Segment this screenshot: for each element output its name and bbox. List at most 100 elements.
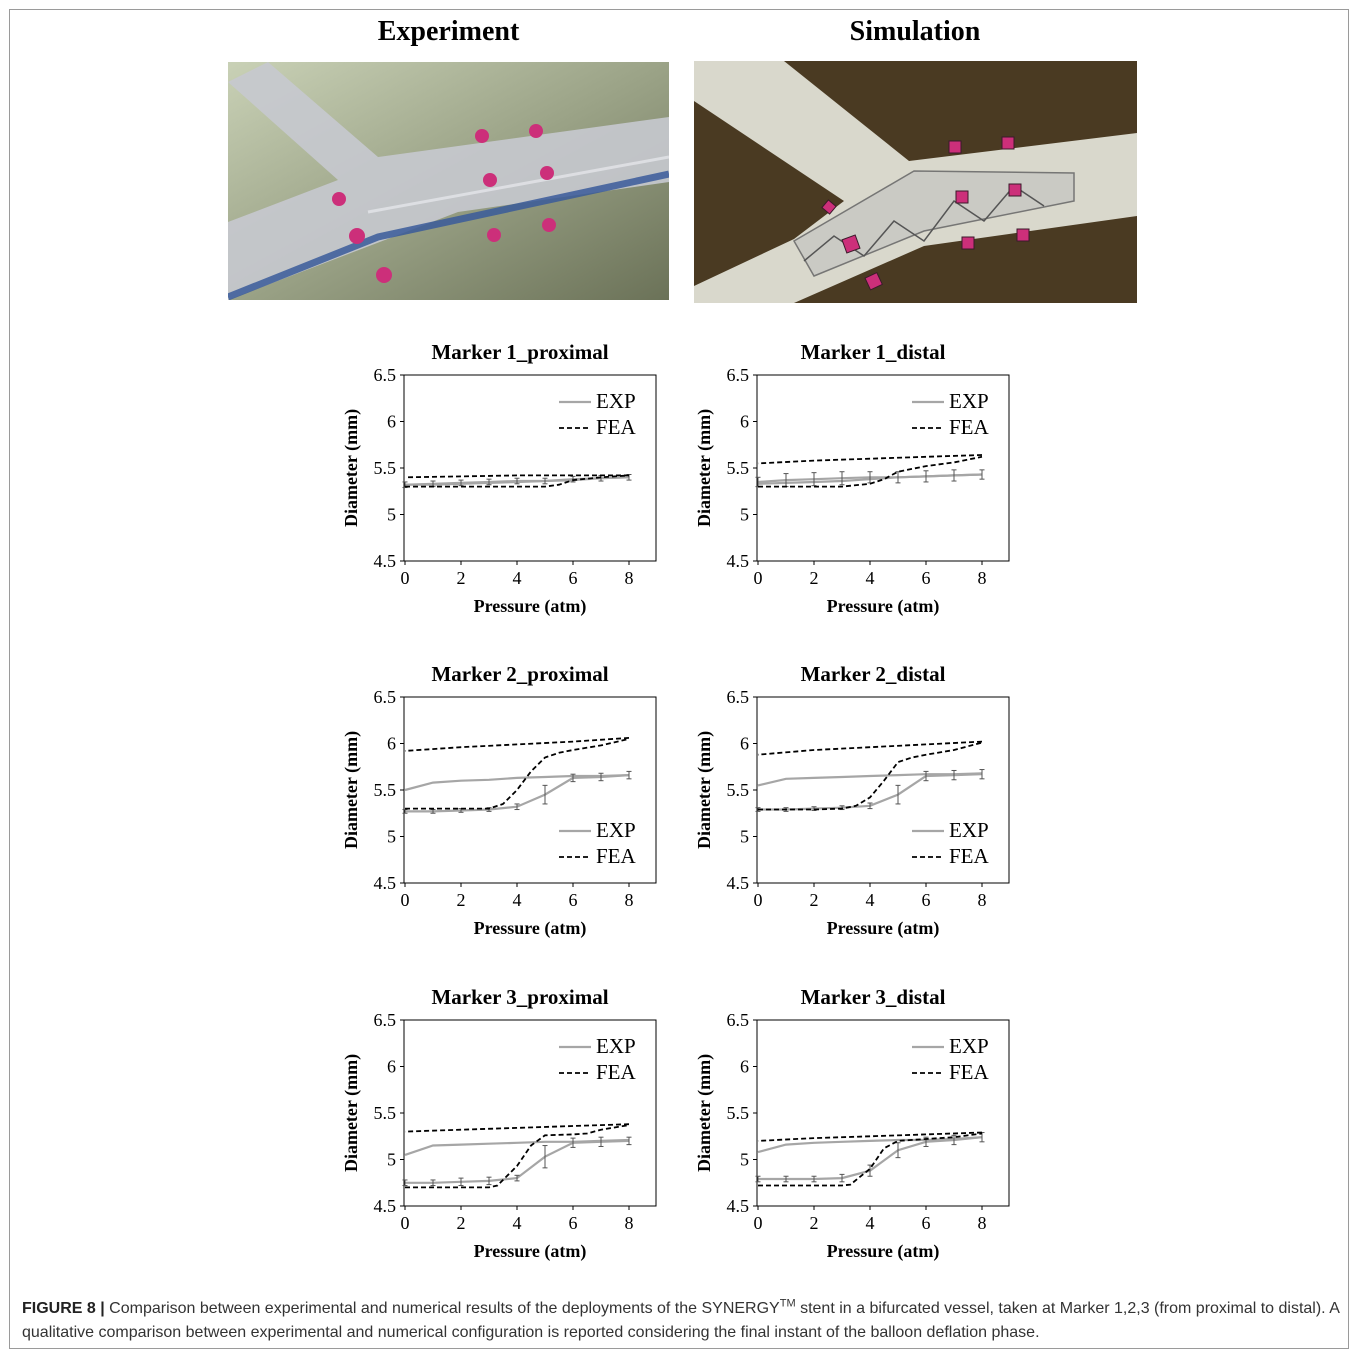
x-tick-label: 4 <box>866 568 875 588</box>
y-axis-label: Diameter (mm) <box>341 409 362 527</box>
plot-frame <box>756 1019 1010 1207</box>
y-tick-label: 6 <box>740 412 749 432</box>
plot-frame <box>756 696 1010 884</box>
x-tick-label: 8 <box>978 890 987 910</box>
x-tick-label: 0 <box>401 890 410 910</box>
legend-label-fea: FEA <box>949 844 990 868</box>
figure-caption: FIGURE 8 | Comparison between experiment… <box>22 1297 1344 1345</box>
x-tick-label: 6 <box>569 1213 578 1233</box>
x-tick-label: 6 <box>569 568 578 588</box>
legend-label-exp: EXP <box>596 389 636 413</box>
y-tick-label: 4.5 <box>374 1196 397 1216</box>
exp-unloading-line <box>404 1138 630 1156</box>
y-axis-label: Diameter (mm) <box>341 731 362 849</box>
y-axis-label: Diameter (mm) <box>694 409 715 527</box>
fea-unloading-line <box>404 1123 630 1133</box>
x-tick-label: 0 <box>754 568 763 588</box>
x-tick-label: 6 <box>922 1213 931 1233</box>
y-tick-label: 6 <box>387 412 396 432</box>
experiment-heading: Experiment <box>377 16 520 47</box>
y-tick-label: 6.5 <box>727 365 750 385</box>
x-axis-label: Pressure (atm) <box>827 918 940 939</box>
chart-marker-2-proximal: Marker 2_proximal 4.5 5 5.5 6 6.5 0 2 4 6 8 Pressur… <box>340 657 670 957</box>
x-tick-label: 4 <box>866 1213 875 1233</box>
y-tick-label: 5.5 <box>374 1103 397 1123</box>
vessel-tube <box>228 62 669 300</box>
x-tick-label: 4 <box>513 890 522 910</box>
figure-frame <box>9 9 1349 1349</box>
trademark-superscript: TM <box>779 1297 796 1310</box>
x-tick-label: 2 <box>810 890 819 910</box>
plot-frame <box>403 374 657 562</box>
chart-marker-3-proximal: Marker 3_proximal 4.5 5 5.5 6 6.5 0 2 4 6 8 Pressur… <box>340 980 670 1280</box>
x-tick-label: 0 <box>754 890 763 910</box>
caption-text-1: Comparison between experimental and nume… <box>104 1300 780 1317</box>
y-tick-label: 5.5 <box>374 458 397 478</box>
y-tick-label: 6.5 <box>374 365 397 385</box>
fea-loading-line <box>405 738 630 810</box>
legend-label-exp: EXP <box>949 818 989 842</box>
x-tick-label: 0 <box>401 1213 410 1233</box>
legend-label-exp: EXP <box>949 1034 989 1058</box>
chart-svg: Marker 3_proximal 4.5 5 5.5 6 6.5 0 2 4 6 8 Pressur… <box>341 985 657 1262</box>
plot-frame <box>403 696 657 884</box>
exp-unloading-line <box>757 772 983 787</box>
plot-frame <box>756 374 1010 562</box>
x-tick-label: 6 <box>569 890 578 910</box>
x-tick-label: 8 <box>625 890 634 910</box>
x-axis-label: Pressure (atm) <box>474 596 587 617</box>
x-tick-label: 6 <box>922 568 931 588</box>
y-tick-label: 5 <box>387 1150 396 1170</box>
x-axis-label: Pressure (atm) <box>827 1241 940 1262</box>
x-tick-label: 8 <box>625 1213 634 1233</box>
fea-unloading-line <box>757 1131 983 1142</box>
x-axis-label: Pressure (atm) <box>827 596 940 617</box>
fea-loading-line <box>758 1132 983 1187</box>
experiment-photo <box>228 62 669 300</box>
chart-marker-2-distal: Marker 2_distal 4.5 5 5.5 6 6.5 0 2 4 6 8 Pressure … <box>693 657 1023 957</box>
fea-loading-line <box>758 741 983 811</box>
y-tick-label: 5.5 <box>727 1103 750 1123</box>
chart-marker-3-distal: Marker 3_distal 4.5 5 5.5 6 6.5 0 2 4 6 8 Pressure … <box>693 980 1023 1280</box>
y-axis-label: Diameter (mm) <box>694 1054 715 1172</box>
simulated-markers <box>821 136 1030 291</box>
chart-marker-1-distal: Marker 1_distal 4.5 5 5.5 6 6.5 0 2 4 6 8 Pressure … <box>693 335 1023 635</box>
x-tick-label: 8 <box>978 1213 987 1233</box>
plot-frame <box>403 1019 657 1207</box>
x-tick-label: 0 <box>754 1213 763 1233</box>
legend-label-fea: FEA <box>596 1060 637 1084</box>
chart-title: Marker 3_distal <box>801 985 946 1009</box>
y-tick-label: 6 <box>387 1057 396 1077</box>
simulation-heading: Simulation <box>849 16 981 47</box>
legend-label-exp: EXP <box>949 389 989 413</box>
y-tick-label: 5.5 <box>374 780 397 800</box>
chart-title: Marker 1_proximal <box>431 340 608 364</box>
fea-loading-line <box>405 1124 630 1189</box>
marker-dots <box>332 124 556 283</box>
x-tick-label: 2 <box>810 568 819 588</box>
y-tick-label: 6 <box>740 734 749 754</box>
y-tick-label: 6 <box>740 1057 749 1077</box>
x-tick-label: 2 <box>457 890 466 910</box>
legend-label-fea: FEA <box>596 415 637 439</box>
chart-svg: Marker 2_distal 4.5 5 5.5 6 6.5 0 2 4 6 8 Pressure … <box>694 662 1010 939</box>
chart-svg: Marker 1_distal 4.5 5 5.5 6 6.5 0 2 4 6 8 Pressure … <box>694 340 1010 617</box>
chart-svg: Marker 2_proximal 4.5 5 5.5 6 6.5 0 2 4 6 8 Pressur… <box>341 662 657 939</box>
x-axis-label: Pressure (atm) <box>474 1241 587 1262</box>
x-tick-label: 8 <box>625 568 634 588</box>
y-tick-label: 4.5 <box>727 873 750 893</box>
y-tick-label: 6.5 <box>727 1010 750 1030</box>
fea-loading-line <box>405 474 630 488</box>
x-axis-label: Pressure (atm) <box>474 918 587 939</box>
x-tick-label: 8 <box>978 568 987 588</box>
chart-title: Marker 1_distal <box>801 340 946 364</box>
y-tick-label: 6.5 <box>727 687 750 707</box>
y-tick-label: 6.5 <box>374 1010 397 1030</box>
simulation-render <box>694 61 1137 303</box>
y-tick-label: 5 <box>740 827 749 847</box>
fea-unloading-line <box>757 454 983 465</box>
legend-label-fea: FEA <box>596 844 637 868</box>
x-tick-label: 4 <box>513 568 522 588</box>
legend-label-exp: EXP <box>596 818 636 842</box>
x-tick-label: 4 <box>513 1213 522 1233</box>
